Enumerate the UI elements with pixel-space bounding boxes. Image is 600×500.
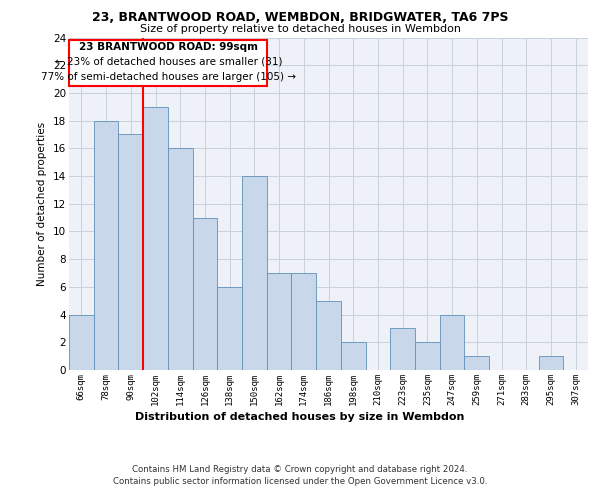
Bar: [217, 287, 242, 370]
Bar: [242, 176, 267, 370]
Text: 23 BRANTWOOD ROAD: 99sqm: 23 BRANTWOOD ROAD: 99sqm: [79, 42, 258, 51]
Bar: [390, 328, 415, 370]
Bar: [316, 300, 341, 370]
Bar: [292, 273, 316, 370]
Bar: [464, 356, 489, 370]
Bar: [168, 148, 193, 370]
Y-axis label: Number of detached properties: Number of detached properties: [37, 122, 47, 286]
Text: Distribution of detached houses by size in Wembdon: Distribution of detached houses by size …: [136, 412, 464, 422]
Text: ← 23% of detached houses are smaller (31): ← 23% of detached houses are smaller (31…: [55, 56, 282, 66]
Bar: [341, 342, 365, 370]
Bar: [415, 342, 440, 370]
Text: Size of property relative to detached houses in Wembdon: Size of property relative to detached ho…: [139, 24, 461, 34]
Bar: [539, 356, 563, 370]
Bar: [267, 273, 292, 370]
Bar: [94, 120, 118, 370]
Bar: [440, 314, 464, 370]
Text: 23, BRANTWOOD ROAD, WEMBDON, BRIDGWATER, TA6 7PS: 23, BRANTWOOD ROAD, WEMBDON, BRIDGWATER,…: [92, 11, 508, 24]
Bar: [193, 218, 217, 370]
Bar: [143, 107, 168, 370]
Bar: [70, 40, 267, 86]
Bar: [69, 314, 94, 370]
Text: Contains HM Land Registry data © Crown copyright and database right 2024.
Contai: Contains HM Land Registry data © Crown c…: [113, 464, 487, 486]
Bar: [118, 134, 143, 370]
Text: 77% of semi-detached houses are larger (105) →: 77% of semi-detached houses are larger (…: [41, 72, 296, 82]
